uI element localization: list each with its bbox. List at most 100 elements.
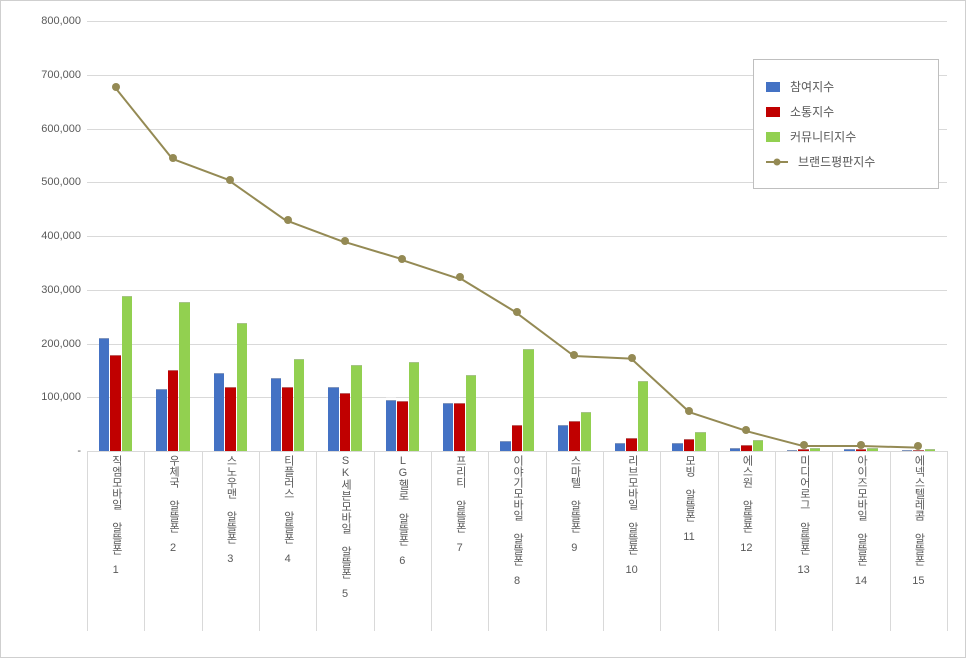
category-index: 13 — [776, 564, 832, 576]
bar-참여지수 — [730, 448, 740, 451]
legend-item: 커뮤니티지수 — [766, 128, 926, 145]
bar-참여지수 — [787, 450, 797, 451]
bar-소통지수 — [512, 425, 522, 451]
y-tick-label: 800,000 — [41, 15, 87, 27]
y-tick-label: 200,000 — [41, 338, 87, 350]
bar-소통지수 — [626, 438, 636, 451]
bar-소통지수 — [569, 421, 579, 451]
bar-참여지수 — [558, 425, 568, 451]
line-marker — [456, 273, 464, 281]
category-index: 9 — [546, 542, 602, 554]
legend-swatch — [766, 132, 780, 142]
y-tick-label: - — [77, 445, 87, 457]
bar-소통지수 — [340, 393, 350, 451]
y-tick-label: 600,000 — [41, 123, 87, 135]
x-tick: 미디어로그 알뜰폰 13 — [776, 451, 832, 576]
x-tick: LG헬로 알뜰폰6 — [374, 451, 430, 567]
x-tick: 프리티 알뜰폰7 — [432, 451, 488, 554]
bar-참여지수 — [672, 443, 682, 451]
bar-참여지수 — [615, 443, 625, 451]
category-index: 11 — [661, 531, 717, 543]
category-index: 6 — [374, 555, 430, 567]
category-index: 14 — [833, 575, 889, 587]
bar-커뮤니티지수 — [581, 412, 591, 451]
x-tick: 이야기모바일 알뜰폰 8 — [489, 451, 545, 587]
bar-참여지수 — [156, 389, 166, 451]
bar-참여지수 — [214, 373, 224, 451]
line-marker — [857, 441, 865, 449]
bar-커뮤니티지수 — [351, 365, 361, 451]
category-label: 에넥스텔레콤 알뜰폰 — [912, 455, 925, 566]
category-index: 8 — [489, 575, 545, 587]
category-index: 2 — [145, 542, 201, 554]
bar-참여지수 — [386, 400, 396, 451]
line-marker — [341, 237, 349, 245]
bar-커뮤니티지수 — [925, 449, 935, 451]
bar-소통지수 — [110, 355, 120, 451]
bar-참여지수 — [902, 450, 912, 451]
bar-커뮤니티지수 — [122, 296, 132, 451]
category-label: 미디어로그 알뜰폰 — [797, 455, 810, 555]
line-segment — [287, 220, 345, 243]
category-label: 스마텔 알뜰폰 — [568, 455, 581, 533]
line-marker — [800, 441, 808, 449]
x-tick: 모빙 알뜰폰 11 — [661, 451, 717, 543]
y-tick-label: 400,000 — [41, 230, 87, 242]
x-tick: 티플러스 알뜰폰4 — [260, 451, 316, 565]
category-label: 리브모바일 알뜰폰 — [625, 455, 638, 555]
line-marker — [685, 407, 693, 415]
bar-참여지수 — [99, 338, 109, 451]
bar-소통지수 — [454, 403, 464, 451]
category-label: 프리티 알뜰폰 — [453, 455, 466, 533]
category-label: 아이즈모바일 알뜰폰 — [854, 455, 867, 566]
line-segment — [574, 355, 631, 360]
bar-소통지수 — [282, 387, 292, 452]
x-tick: 스마텔 알뜰폰 9 — [546, 451, 602, 554]
category-label: 에스원 알뜰폰 — [740, 455, 753, 533]
gridline — [87, 290, 947, 291]
y-tick-label: 300,000 — [41, 284, 87, 296]
gridline — [87, 236, 947, 237]
line-segment — [114, 87, 173, 160]
category-index: 15 — [890, 575, 946, 587]
x-tick: 에넥스텔레콤 알뜰폰 15 — [890, 451, 946, 587]
line-segment — [804, 445, 861, 447]
category-index: 3 — [202, 553, 258, 565]
category-label: 우체국 알뜰폰 — [166, 455, 179, 533]
line-marker — [226, 176, 234, 184]
category-label: 직엠모바일 알뜰폰 — [109, 455, 122, 555]
line-marker — [570, 351, 578, 359]
line-segment — [172, 158, 230, 181]
bar-소통지수 — [397, 401, 407, 451]
line-marker — [628, 354, 636, 362]
y-tick-label: 500,000 — [41, 176, 87, 188]
bar-커뮤니티지수 — [867, 448, 877, 451]
line-marker — [398, 255, 406, 263]
category-index: 4 — [260, 553, 316, 565]
y-tick-label: 100,000 — [41, 391, 87, 403]
category-label: 이야기모바일 알뜰폰 — [510, 455, 523, 566]
bar-커뮤니티지수 — [638, 381, 648, 451]
bar-커뮤니티지수 — [237, 323, 247, 451]
legend: 참여지수소통지수커뮤니티지수브랜드평판지수 — [753, 59, 939, 189]
bar-참여지수 — [271, 378, 281, 451]
line-segment — [459, 277, 517, 314]
category-index: 5 — [317, 588, 373, 600]
bar-소통지수 — [741, 445, 751, 451]
bar-커뮤니티지수 — [523, 349, 533, 451]
bar-커뮤니티지수 — [409, 362, 419, 451]
x-tick: 우체국 알뜰폰 2 — [145, 451, 201, 554]
gridline — [87, 21, 947, 22]
x-tick: 스노우맨 알뜰폰3 — [202, 451, 258, 565]
bar-소통지수 — [225, 387, 235, 452]
bar-커뮤니티지수 — [294, 359, 304, 451]
legend-item: 참여지수 — [766, 78, 926, 95]
bar-참여지수 — [500, 441, 510, 451]
legend-item: 소통지수 — [766, 103, 926, 120]
category-label: 모빙 알뜰폰 — [682, 455, 695, 522]
bar-커뮤니티지수 — [810, 448, 820, 451]
bar-커뮤니티지수 — [753, 440, 763, 451]
line-marker — [284, 216, 292, 224]
line-marker — [169, 154, 177, 162]
line-marker — [112, 83, 120, 91]
